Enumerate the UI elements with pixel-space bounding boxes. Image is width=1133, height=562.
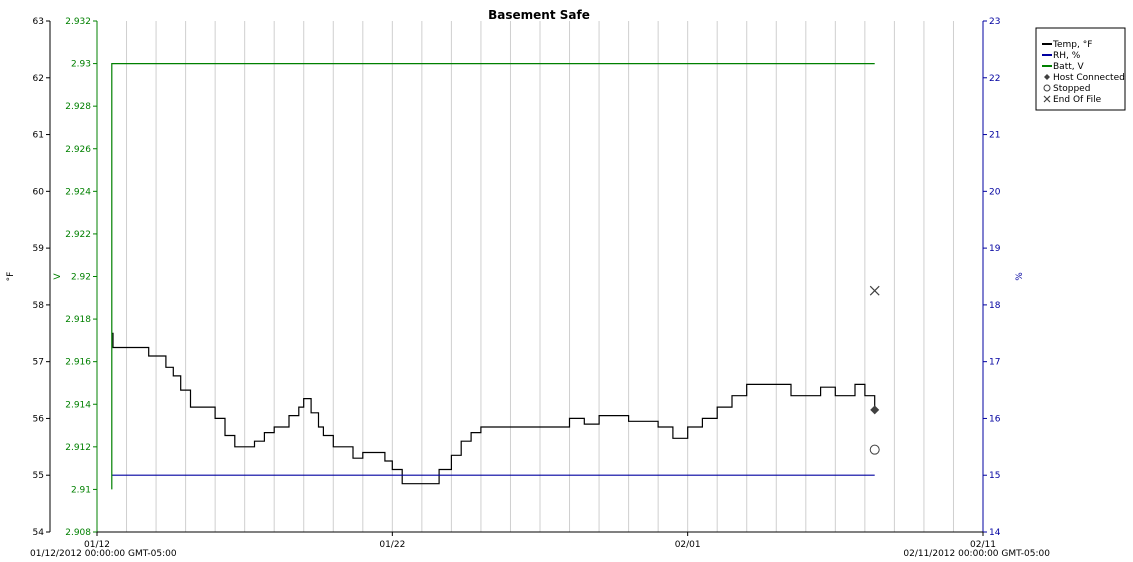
legend-entry: Temp, °F bbox=[1052, 40, 1092, 50]
marker-end-of-file bbox=[869, 285, 880, 296]
rh-tick-label: 21 bbox=[989, 131, 1000, 141]
rh-tick-label: 15 bbox=[989, 471, 1000, 481]
batt-tick-label: 2.924 bbox=[65, 187, 91, 197]
legend-symbol bbox=[1044, 74, 1050, 80]
batt-tick-label: 2.92 bbox=[71, 273, 91, 283]
batt-tick-label: 2.93 bbox=[71, 60, 91, 70]
legend-symbol bbox=[1043, 95, 1051, 103]
rh-tick-label: 17 bbox=[989, 358, 1000, 368]
batt-tick-label: 2.914 bbox=[65, 400, 91, 410]
batt-tick-label: 2.912 bbox=[65, 443, 91, 453]
temp-tick-label: 59 bbox=[33, 244, 45, 254]
x-tick-label: 02/01 bbox=[675, 540, 701, 550]
batt-tick-label: 2.932 bbox=[65, 17, 91, 27]
rh-tick-label: 14 bbox=[989, 528, 1001, 538]
rh-tick-label: 19 bbox=[989, 244, 1001, 254]
rh-tick-label: 20 bbox=[989, 187, 1001, 197]
batt-tick-label: 2.922 bbox=[65, 230, 91, 240]
temp-tick-label: 63 bbox=[33, 17, 44, 27]
temp-tick-label: 62 bbox=[33, 74, 44, 84]
rh-tick-label: 18 bbox=[989, 301, 1001, 311]
legend-box bbox=[1035, 27, 1126, 111]
batt-axis-label: V bbox=[53, 273, 63, 280]
temp-tick-label: 54 bbox=[33, 528, 45, 538]
series-temp-f bbox=[111, 332, 876, 485]
temp-tick-label: 56 bbox=[33, 414, 45, 424]
temp-tick-label: 58 bbox=[33, 301, 45, 311]
rh-tick-label: 22 bbox=[989, 74, 1000, 84]
date-range-end-label: 02/11/2012 00:00:00 GMT-05:00 bbox=[903, 549, 1050, 559]
temp-tick-label: 61 bbox=[33, 131, 44, 141]
batt-tick-label: 2.908 bbox=[65, 528, 91, 538]
batt-tick-label: 2.926 bbox=[65, 145, 91, 155]
grid bbox=[96, 21, 984, 532]
temp-tick-label: 60 bbox=[33, 187, 45, 197]
marker-stopped bbox=[869, 444, 880, 455]
series bbox=[111, 63, 876, 490]
batt-tick-label: 2.928 bbox=[65, 102, 91, 112]
marker-host-connected bbox=[870, 405, 880, 415]
batt-tick-label: 2.916 bbox=[65, 358, 91, 368]
series-batt-v bbox=[111, 63, 875, 490]
date-range-start-label: 01/12/2012 00:00:00 GMT-05:00 bbox=[30, 549, 177, 559]
legend-entry: Host Connected bbox=[1053, 73, 1125, 83]
x-tick-label: 01/22 bbox=[379, 540, 405, 550]
rh-tick-label: 16 bbox=[989, 414, 1001, 424]
x-tick-label: 02/11 bbox=[970, 540, 996, 550]
temp-tick-label: 57 bbox=[33, 358, 44, 368]
temp-axis-label: °F bbox=[6, 272, 16, 282]
legend-entry: End Of File bbox=[1053, 95, 1102, 105]
legend-entry: RH, % bbox=[1053, 51, 1081, 61]
temp-tick-label: 55 bbox=[33, 471, 44, 481]
legend-entry: Stopped bbox=[1053, 84, 1090, 94]
legend-entry: Batt, V bbox=[1053, 62, 1084, 72]
axes: 54 55 56 57 58 59 60 61 62 63 °F 2.908 2.91 2.912 2.91… bbox=[6, 17, 1025, 550]
legend-symbol bbox=[1043, 84, 1051, 92]
batt-tick-label: 2.918 bbox=[65, 315, 91, 325]
x-tick-label: 01/12 bbox=[84, 540, 110, 550]
rh-axis-label: % bbox=[1015, 272, 1025, 281]
batt-tick-label: 2.91 bbox=[71, 485, 91, 495]
chart-title: Basement Safe bbox=[488, 8, 590, 22]
rh-tick-label: 23 bbox=[989, 17, 1000, 27]
event-markers bbox=[869, 285, 880, 455]
